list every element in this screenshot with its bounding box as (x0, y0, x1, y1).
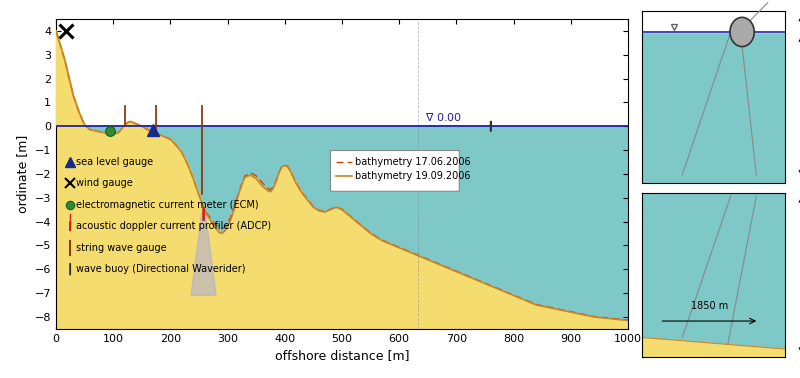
Text: wave buoy (Directional Waverider): wave buoy (Directional Waverider) (76, 264, 246, 274)
X-axis label: offshore distance [m]: offshore distance [m] (274, 349, 410, 362)
Circle shape (730, 17, 754, 46)
Text: electromagnetic current meter (ECM): electromagnetic current meter (ECM) (76, 200, 258, 210)
Text: sea level gauge: sea level gauge (76, 157, 153, 167)
FancyBboxPatch shape (330, 150, 459, 191)
Text: acoustic doppler current profiler (ADCP): acoustic doppler current profiler (ADCP) (76, 222, 271, 231)
Text: 1850 m: 1850 m (690, 301, 728, 311)
Text: string wave gauge: string wave gauge (76, 243, 166, 253)
Text: bathymetry 19.09.2006: bathymetry 19.09.2006 (355, 171, 470, 181)
Text: bathymetry 17.06.2006: bathymetry 17.06.2006 (355, 157, 470, 167)
Polygon shape (191, 212, 216, 296)
Y-axis label: ordinate [m]: ordinate [m] (16, 135, 29, 213)
Text: $\nabla$ 0.00: $\nabla$ 0.00 (425, 111, 462, 122)
Text: wind gauge: wind gauge (76, 178, 133, 188)
